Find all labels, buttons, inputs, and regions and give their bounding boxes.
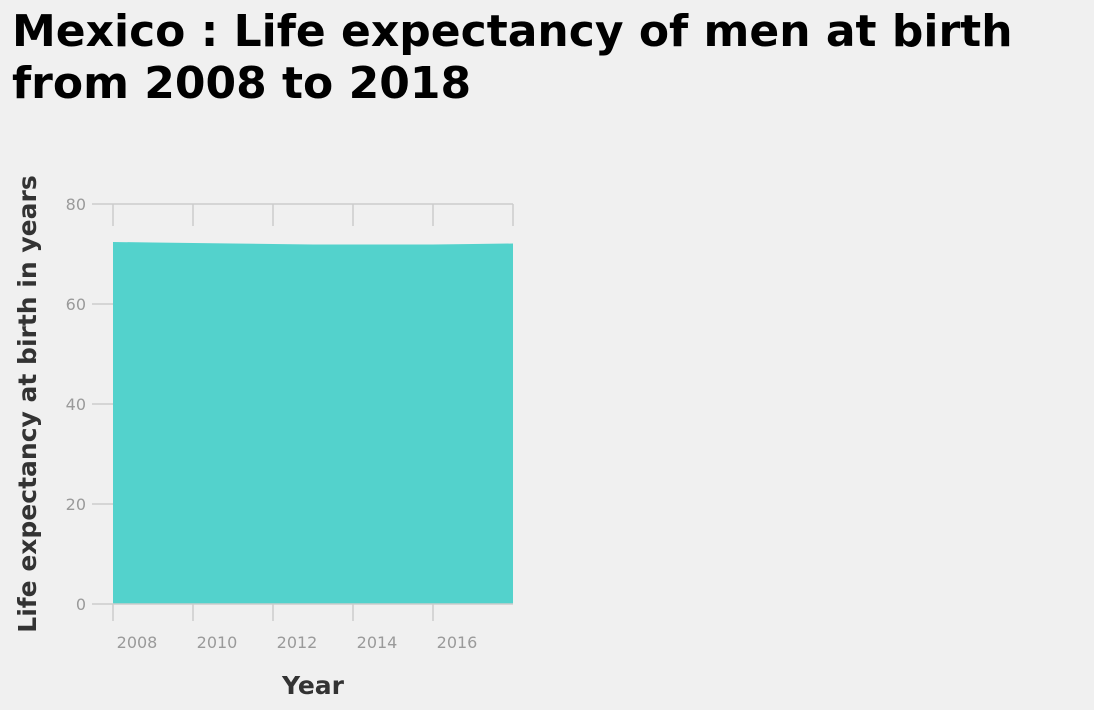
chart-title: Mexico : Life expectancy of men at birth… xyxy=(12,6,1013,109)
x-tick-label: 2010 xyxy=(197,633,238,652)
x-tick-label: 2014 xyxy=(357,633,398,652)
y-tick-label: 80 xyxy=(66,195,86,214)
x-axis-title: Year xyxy=(281,671,345,700)
y-tick-label: 40 xyxy=(66,395,86,414)
x-tick-label: 2016 xyxy=(437,633,478,652)
x-tick-label: 2008 xyxy=(117,633,158,652)
y-tick-label: 20 xyxy=(66,495,86,514)
x-axis-ticks: 2008 2010 2012 2014 2016 xyxy=(112,204,514,652)
x-tick-label: 2012 xyxy=(277,633,318,652)
y-axis-title: Life expectancy at birth in years xyxy=(13,175,42,632)
y-axis-ticks: 0 20 40 60 80 xyxy=(66,195,513,614)
y-tick-label: 0 xyxy=(76,595,86,614)
y-tick-label: 60 xyxy=(66,295,86,314)
area-series xyxy=(113,242,513,604)
